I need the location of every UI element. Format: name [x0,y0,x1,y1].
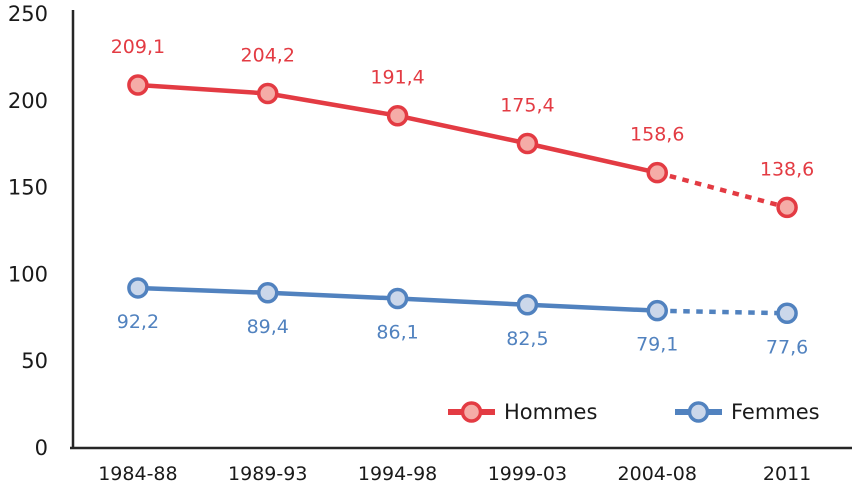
hommes-data-label: 175,4 [500,95,554,117]
femmes-marker [127,277,149,299]
x-axis-label: 2011 [763,463,811,485]
legend-label-femmes: Femmes [731,400,820,424]
femmes-data-label: 86,1 [376,322,418,344]
x-axis-label: 2004-08 [618,463,697,485]
femmes-marker [776,302,798,325]
femmes-marker [516,294,539,316]
femmes-data-label: 82,5 [506,328,548,350]
femmes-marker [257,282,279,304]
x-axis-label: 1989-93 [228,463,307,485]
femmes-data-label: 92,2 [117,311,159,333]
legend-item-hommes: Hommes [448,400,597,424]
femmes-data-label: 77,6 [766,336,808,358]
y-axis-tick-label: 50 [21,349,48,373]
y-axis-tick-label: 0 [35,436,48,460]
hommes-marker [516,132,539,155]
femmes-data-label: 89,4 [247,316,289,338]
x-axis-label: 1984-88 [98,463,177,485]
x-axis-label: 1994-98 [358,463,437,485]
legend-item-femmes: Femmes [675,400,820,424]
femmes-marker [646,299,668,322]
femmes-marker [386,287,409,310]
hommes-marker [776,196,798,219]
hommes-marker [257,82,279,105]
hommes-data-label: 138,6 [760,158,814,180]
legend-label-hommes: Hommes [504,400,597,424]
y-axis-tick-label: 150 [8,176,48,200]
femmes-line-dashed [657,308,788,316]
hommes-data-label: 191,4 [370,67,424,89]
y-axis-tick-label: 250 [8,2,48,26]
y-axis-tick-label: 200 [8,89,48,113]
hommes-marker [386,104,409,127]
hommes-line-solid [137,82,658,175]
y-axis-tick-label: 100 [8,262,48,286]
hommes-data-label: 209,1 [111,36,165,58]
x-axis-label: 1999-03 [488,463,567,485]
femmes-data-label: 79,1 [636,334,678,356]
hommes-line-dashed [656,170,788,210]
legend-marker-hommes [460,401,483,423]
legend-marker-femmes [687,401,710,423]
hommes-data-label: 204,2 [241,45,295,67]
hommes-data-label: 158,6 [630,124,684,146]
hommes-marker [646,161,668,184]
hommes-marker [127,74,149,96]
